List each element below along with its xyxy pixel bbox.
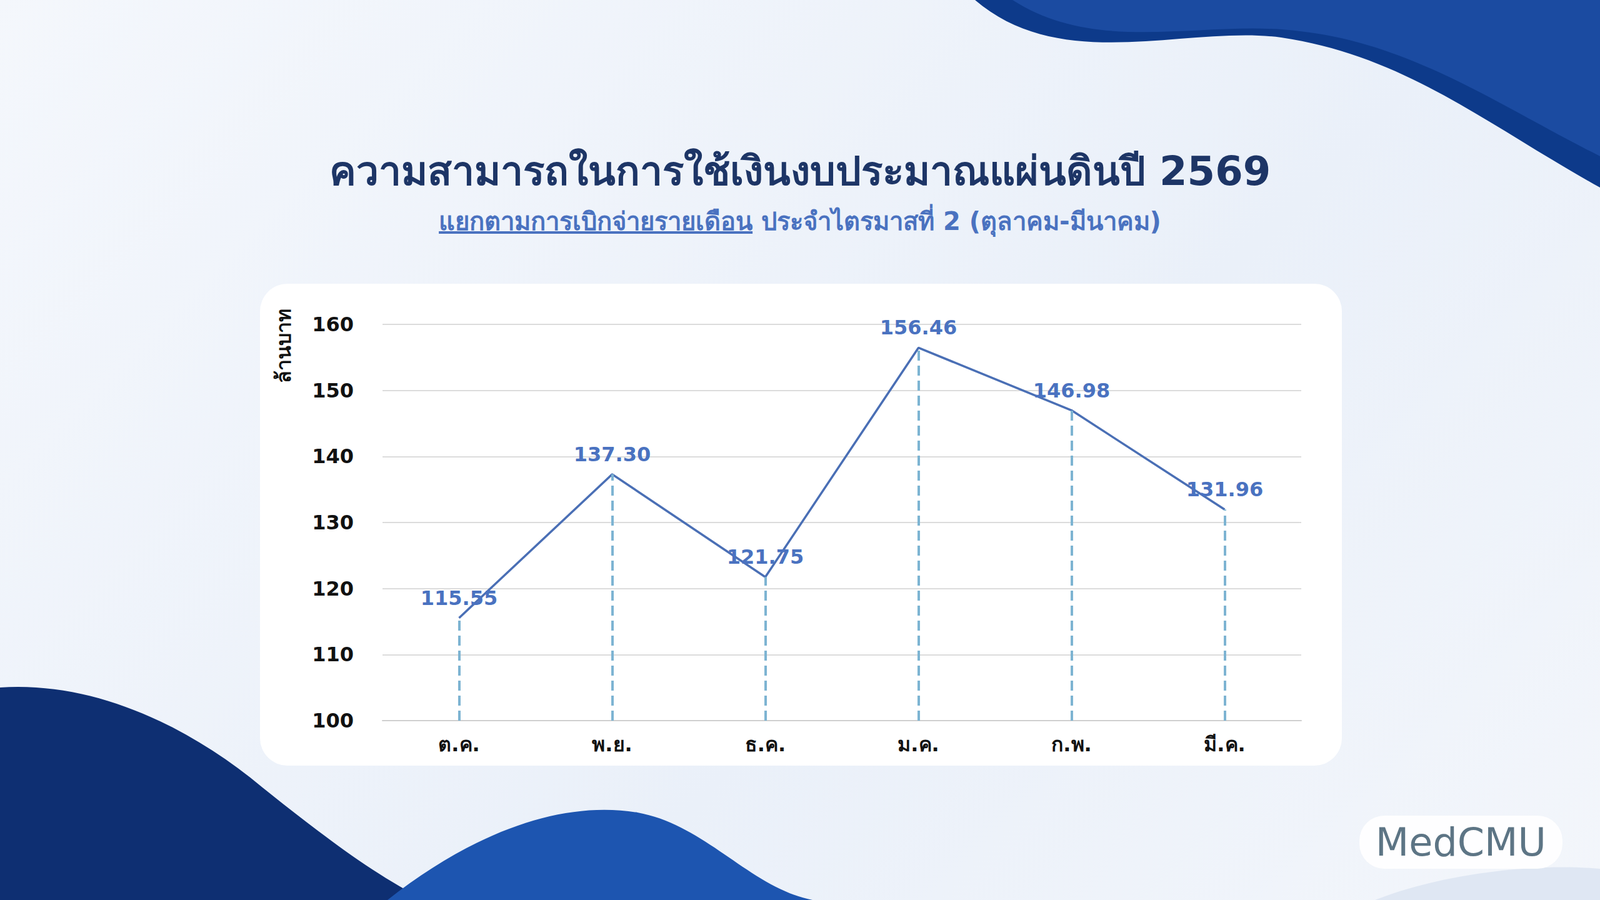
svg-text:146.98: 146.98 — [1033, 378, 1110, 403]
svg-text:130: 130 — [311, 510, 354, 535]
svg-text:ม.ค.: ม.ค. — [897, 732, 939, 757]
html-text:ความสามารถในการใช้เงินงบประมาณ: ความสามารถในการใช้เงินงบประมาณแผ่นดินปี … — [329, 148, 1271, 195]
svg-text:ต.ค.: ต.ค. — [438, 732, 480, 757]
svg-text:131.96: 131.96 — [1186, 477, 1264, 502]
svg-text:ก.พ.: ก.พ. — [1051, 732, 1092, 757]
svg-text:พ.ย.: พ.ย. — [591, 732, 632, 757]
svg-text:110: 110 — [311, 642, 354, 667]
svg-text:มี.ค.: มี.ค. — [1203, 732, 1245, 757]
svg-text:ล้านบาท: ล้านบาท — [271, 308, 296, 384]
svg-text:100: 100 — [311, 708, 354, 733]
svg-text:160: 160 — [311, 312, 354, 337]
svg-text:156.46: 156.46 — [880, 315, 957, 340]
html-text:แยกตามการเบิกจ่ายรายเดือน ประจ: แยกตามการเบิกจ่ายรายเดือน ประจำไตรมาสที่… — [438, 206, 1162, 236]
svg-text:121.75: 121.75 — [726, 545, 804, 569]
svg-text:140: 140 — [311, 444, 354, 469]
svg-text:120: 120 — [311, 576, 354, 601]
svg-text:115.55: 115.55 — [420, 586, 498, 610]
svg-text:ธ.ค.: ธ.ค. — [745, 732, 786, 757]
html-text:MedCMU: MedCMU — [1375, 819, 1547, 865]
svg-text:150: 150 — [311, 378, 354, 403]
svg-text:137.30: 137.30 — [573, 442, 651, 467]
